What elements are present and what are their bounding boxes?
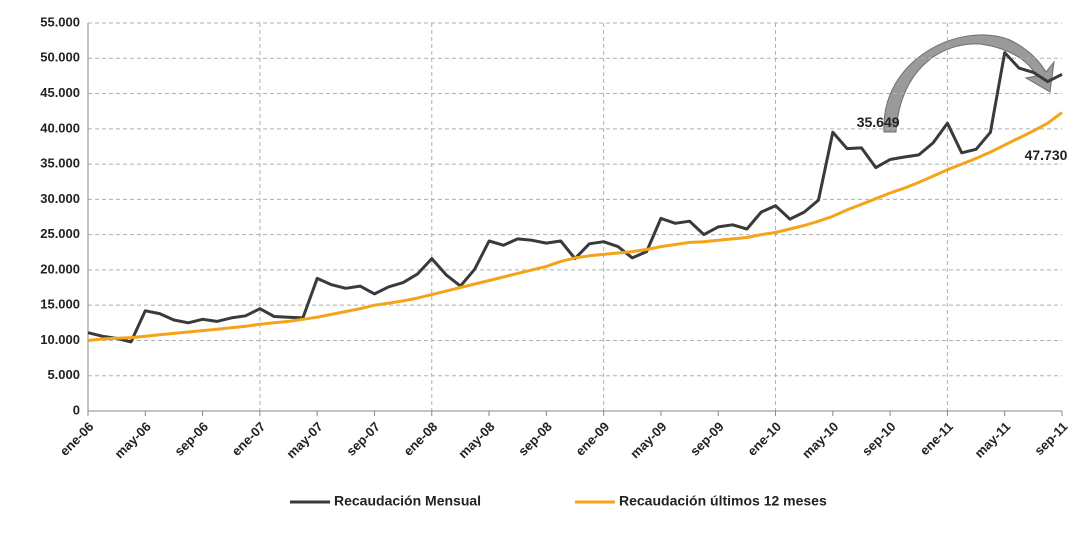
data-label: 35.649 [857,114,900,130]
x-tick-label: may-10 [799,419,841,461]
series-line [87,51,1063,344]
x-tick-label: sep-06 [171,419,211,459]
data-label: 47.730 [1025,147,1068,163]
legend-label: Recaudación últimos 12 meses [619,493,827,509]
x-tick-label: ene-07 [229,419,269,459]
y-tick-label: 0 [73,402,80,417]
x-tick-label: may-08 [455,419,497,461]
y-tick-label: 10.000 [40,332,80,347]
arrow [883,34,1055,133]
x-tick-label: ene-10 [744,419,784,459]
y-tick-label: 45.000 [40,85,80,100]
y-tick-label: 35.000 [40,156,80,171]
series-line [87,111,1063,342]
y-tick-label: 20.000 [40,261,80,276]
x-tick-label: sep-09 [687,419,727,459]
x-tick-label: ene-08 [401,419,441,459]
x-tick-label: sep-10 [859,419,899,459]
y-tick-label: 5.000 [47,367,80,382]
x-tick-label: ene-11 [917,419,956,458]
y-tick-label: 50.000 [40,50,80,65]
y-tick-label: 30.000 [40,191,80,206]
x-tick-label: may-07 [283,419,325,461]
x-tick-label: may-06 [112,419,154,461]
x-tick-label: may-11 [971,419,1013,461]
x-tick-label: may-09 [627,419,669,461]
y-tick-label: 15.000 [40,297,80,312]
y-tick-label: 40.000 [40,120,80,135]
x-tick-label: sep-11 [1031,419,1070,458]
x-tick-label: ene-06 [57,419,97,459]
x-tick-label: sep-07 [343,419,383,459]
legend-label: Recaudación Mensual [334,493,481,509]
y-tick-label: 25.000 [40,226,80,241]
x-tick-label: ene-09 [572,419,612,459]
x-tick-label: sep-08 [515,419,555,459]
y-tick-label: 55.000 [40,14,80,29]
